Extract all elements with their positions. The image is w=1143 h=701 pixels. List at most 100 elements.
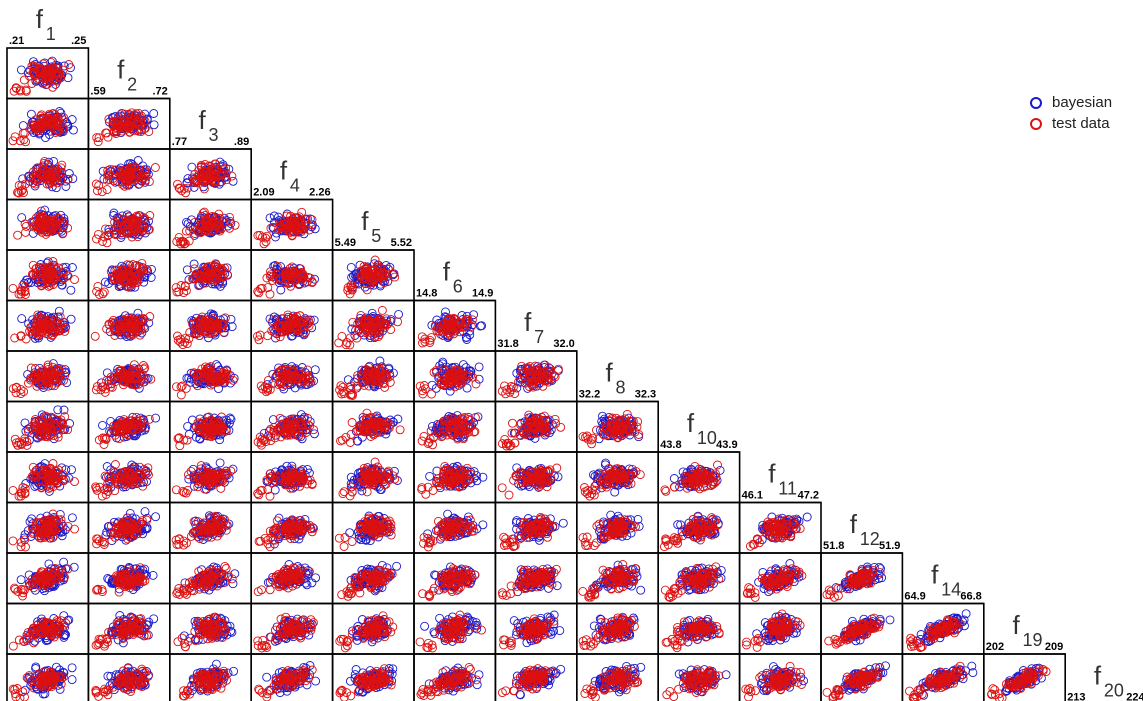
point-test-data bbox=[44, 179, 54, 189]
point-test-data bbox=[48, 82, 58, 92]
point-test-data bbox=[93, 229, 103, 239]
point-test-data bbox=[134, 179, 144, 189]
point-test-data bbox=[47, 223, 57, 233]
point-test-data bbox=[30, 63, 40, 73]
point-test-data bbox=[125, 122, 135, 131]
point-test-data bbox=[105, 175, 115, 184]
point-test-data bbox=[125, 117, 135, 127]
point-bayesian bbox=[17, 314, 27, 324]
point-test-data bbox=[115, 121, 125, 131]
point-test-data bbox=[508, 418, 517, 428]
point-test-data bbox=[58, 229, 68, 239]
point-test-data bbox=[129, 215, 139, 225]
point-test-data bbox=[198, 208, 208, 218]
point-test-data bbox=[97, 187, 107, 197]
point-test-data bbox=[94, 181, 104, 191]
point-test-data bbox=[140, 213, 150, 223]
point-test-data bbox=[181, 226, 191, 236]
point-test-data bbox=[28, 167, 38, 177]
point-test-data bbox=[202, 171, 212, 181]
point-test-data bbox=[120, 169, 129, 179]
point-test-data bbox=[138, 225, 148, 235]
point-test-data bbox=[172, 237, 182, 247]
point-test-data bbox=[210, 163, 220, 173]
point-test-data bbox=[16, 186, 26, 196]
point-bayesian bbox=[18, 121, 28, 131]
point-test-data bbox=[112, 229, 122, 239]
point-test-data bbox=[105, 164, 115, 174]
point-test-data bbox=[128, 174, 138, 184]
point-test-data bbox=[230, 220, 240, 230]
point-test-data bbox=[44, 71, 54, 81]
point-test-data bbox=[150, 163, 160, 172]
point-test-data bbox=[190, 229, 200, 239]
point-test-data bbox=[181, 188, 191, 198]
point-test-data bbox=[111, 223, 121, 233]
point-test-data bbox=[36, 64, 46, 74]
point-test-data bbox=[93, 137, 103, 147]
point-test-data bbox=[178, 236, 188, 246]
point-test-data bbox=[20, 179, 30, 189]
point-test-data bbox=[57, 160, 67, 170]
point-test-data bbox=[183, 183, 193, 193]
point-test-data bbox=[214, 223, 224, 233]
point-test-data bbox=[144, 127, 154, 137]
point-test-data bbox=[116, 110, 125, 120]
point-test-data bbox=[103, 170, 112, 180]
point-test-data bbox=[110, 123, 120, 133]
point-test-data bbox=[197, 172, 207, 182]
point-test-data bbox=[116, 224, 126, 234]
point-bayesian bbox=[226, 314, 236, 324]
point-test-data bbox=[36, 113, 46, 123]
point-bayesian bbox=[276, 285, 286, 295]
point-test-data bbox=[136, 224, 146, 234]
point-test-data bbox=[122, 180, 132, 190]
point-test-data bbox=[377, 305, 387, 315]
point-test-data bbox=[31, 115, 41, 125]
point-test-data bbox=[8, 136, 18, 146]
point-bayesian bbox=[346, 262, 356, 272]
point-test-data bbox=[45, 70, 55, 80]
point-test-data bbox=[145, 211, 155, 220]
point-test-data bbox=[179, 183, 189, 193]
point-test-data bbox=[92, 186, 102, 196]
point-test-data bbox=[43, 175, 53, 185]
point-test-data bbox=[52, 125, 62, 135]
point-test-data bbox=[395, 425, 405, 435]
point-test-data bbox=[108, 120, 118, 130]
point-test-data bbox=[53, 119, 63, 128]
point-bayesian bbox=[98, 420, 107, 430]
point-test-data bbox=[50, 222, 60, 232]
point-test-data bbox=[38, 165, 48, 175]
point-bayesian bbox=[109, 229, 119, 239]
point-test-data bbox=[203, 227, 213, 237]
point-test-data bbox=[63, 174, 73, 184]
point-test-data bbox=[110, 217, 120, 227]
point-test-data bbox=[38, 161, 48, 171]
point-test-data bbox=[101, 128, 111, 138]
point-bayesian bbox=[215, 157, 225, 167]
point-test-data bbox=[13, 230, 23, 240]
point-test-data bbox=[19, 188, 28, 198]
point-test-data bbox=[141, 171, 151, 181]
point-test-data bbox=[52, 75, 61, 85]
point-test-data bbox=[130, 221, 140, 231]
point-test-data bbox=[213, 171, 223, 181]
point-test-data bbox=[37, 119, 47, 129]
point-test-data bbox=[54, 214, 64, 224]
point-test-data bbox=[141, 168, 150, 178]
point-test-data bbox=[173, 179, 182, 189]
point-test-data bbox=[136, 116, 146, 126]
point-bayesian bbox=[26, 109, 36, 119]
point-bayesian bbox=[63, 73, 73, 83]
point-test-data bbox=[144, 177, 154, 187]
point-bayesian bbox=[67, 115, 77, 124]
point-test-data bbox=[36, 206, 46, 216]
point-bayesian bbox=[211, 360, 221, 370]
point-bayesian bbox=[66, 314, 76, 324]
point-test-data bbox=[52, 76, 62, 86]
point-test-data bbox=[59, 113, 69, 123]
point-test-data bbox=[199, 184, 209, 194]
point-test-data bbox=[38, 78, 48, 88]
point-test-data bbox=[417, 332, 427, 342]
